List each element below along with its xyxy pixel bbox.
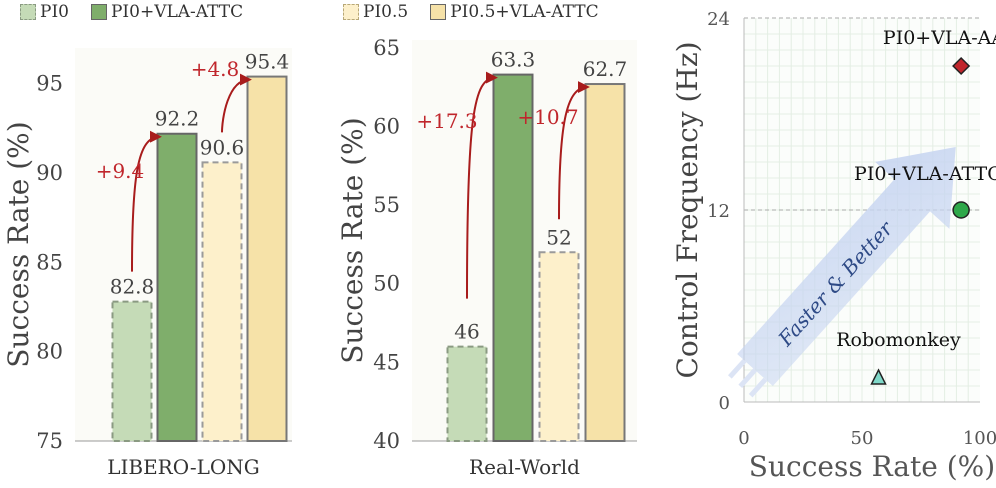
bar-pi0-5 [201, 161, 243, 442]
bar-value-label: 92.2 [155, 107, 200, 131]
improvement-arrow [221, 73, 252, 133]
point-marker-circle [952, 201, 970, 219]
y-tick-label: 24 [707, 9, 730, 30]
legend-label-pi0: PI0 [40, 2, 69, 22]
bar-pi0-vla-attc [156, 132, 198, 442]
real-world-chart-panel: PI0.5 PI0.5+VLA-ATTC 40 45 50 55 60 65 Success… [300, 0, 645, 484]
y-tick-label: 95 [36, 72, 63, 96]
y-tick-label: 60 [373, 114, 400, 138]
x-axis-label: LIBERO-LONG [107, 455, 260, 479]
bar-value-label: 90.6 [200, 135, 245, 159]
legend-libero: PI0 PI0+VLA-ATTC [20, 2, 243, 22]
bar-pi0-5 [538, 251, 580, 442]
x-tick-label: 50 [851, 428, 874, 449]
point-label: PI0+VLA-AATC [883, 27, 996, 49]
y-axis-label: Success Rate (%) [336, 117, 369, 363]
bar-value-label: 62.7 [583, 57, 628, 81]
legend-label-pi0-vla-attc: PI0+VLA-ATTC [110, 2, 244, 22]
bar-value-label: 82.8 [110, 275, 155, 299]
y-axis-label: Success Rate (%) [2, 121, 35, 367]
legend-label-pi05: PI0.5 [363, 2, 409, 22]
improvement-label: +10.7 [517, 105, 578, 129]
x-axis-label: Real-World [469, 455, 580, 479]
frequency-scatter-panel: Faster & Better 0 50 100 0 12 24 Success Rate (… [660, 0, 996, 484]
y-tick-label: 85 [36, 250, 63, 274]
arrow-tail-streak [738, 368, 757, 389]
y-tick-label: 65 [373, 36, 400, 60]
arrow-tail-streak [728, 358, 747, 379]
y-tick-label: 55 [373, 193, 400, 217]
improvement-label: +4.8 [191, 57, 240, 81]
x-axis-label: Success Rate (%) [749, 450, 995, 483]
legend-swatch-pi0 [20, 4, 36, 20]
x-tick-label: 100 [963, 428, 996, 449]
libero-long-bar-chart: 75 80 85 90 95 Success Rate (%) LIBERO-LONG 82.… [2, 48, 292, 479]
y-tick-label: 50 [373, 272, 400, 296]
point-label: PI0+VLA-ATTC (Full) [854, 163, 996, 185]
bar-pi0-5-vla-attc [246, 75, 288, 442]
bar-pi0-5-vla-attc [584, 83, 626, 442]
improvement-label: +9.4 [96, 159, 145, 183]
arrow-tail-streak [748, 377, 768, 398]
point-marker-diamond [952, 56, 971, 76]
real-world-bar-chart: 40 45 50 55 60 65 Success Rate (%) Real-World 46… [336, 36, 637, 479]
legend-swatch-pi05-vla-attc [430, 4, 447, 20]
bar-pi0 [111, 300, 153, 442]
y-tick-label: 45 [373, 350, 400, 374]
legend-real-world: PI0.5 PI0.5+VLA-ATTC [343, 2, 599, 22]
y-tick-label: 90 [36, 161, 63, 185]
bar-value-label: 63.3 [491, 48, 536, 72]
legend-swatch-pi0-vla-attc [90, 4, 107, 20]
bar-pi0 [446, 345, 488, 443]
legend-label-pi05-vla-attc: PI0.5+VLA-ATTC [450, 2, 599, 22]
improvement-label: +17.3 [416, 109, 477, 133]
y-tick-label: 40 [373, 429, 400, 453]
x-tick-label: 0 [738, 428, 749, 449]
y-tick-label: 0 [719, 393, 730, 414]
bar-value-label: 95.4 [245, 50, 290, 74]
bar-pi0-vla-attc [492, 73, 534, 443]
improvement-arrow [131, 130, 162, 272]
y-tick-label: 12 [707, 201, 730, 222]
faster-better-arrow-shape [737, 147, 956, 387]
legend-swatch-pi05 [343, 4, 359, 20]
libero-long-chart-panel: PI0 PI0+VLA-ATTC 75 80 85 90 95 Success Rate … [0, 0, 300, 484]
bar-value-label: 46 [454, 320, 479, 344]
y-tick-label: 75 [36, 429, 63, 453]
y-tick-label: 80 [36, 340, 63, 364]
bar-value-label: 52 [546, 225, 571, 249]
improvement-arrow [466, 71, 498, 299]
point-label: Robomonkey [836, 329, 961, 351]
y-axis-label: Control Frequency (Hz) [671, 41, 704, 378]
improvement-arrow [558, 81, 590, 220]
point-marker-triangle [870, 368, 887, 385]
